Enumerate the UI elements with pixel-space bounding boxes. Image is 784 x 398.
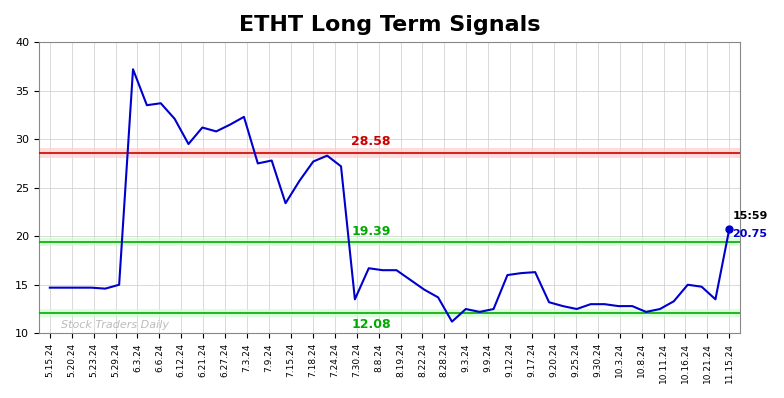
Text: 12.08: 12.08 xyxy=(351,318,391,331)
Text: 20.75: 20.75 xyxy=(732,229,768,239)
Text: 19.39: 19.39 xyxy=(351,225,390,238)
Bar xyxy=(39,309,740,317)
Title: ETHT Long Term Signals: ETHT Long Term Signals xyxy=(239,15,540,35)
Bar xyxy=(39,148,740,158)
Text: 28.58: 28.58 xyxy=(351,135,391,148)
Bar xyxy=(39,238,740,246)
Text: Stock Traders Daily: Stock Traders Daily xyxy=(61,320,169,330)
Text: 15:59: 15:59 xyxy=(732,211,768,221)
